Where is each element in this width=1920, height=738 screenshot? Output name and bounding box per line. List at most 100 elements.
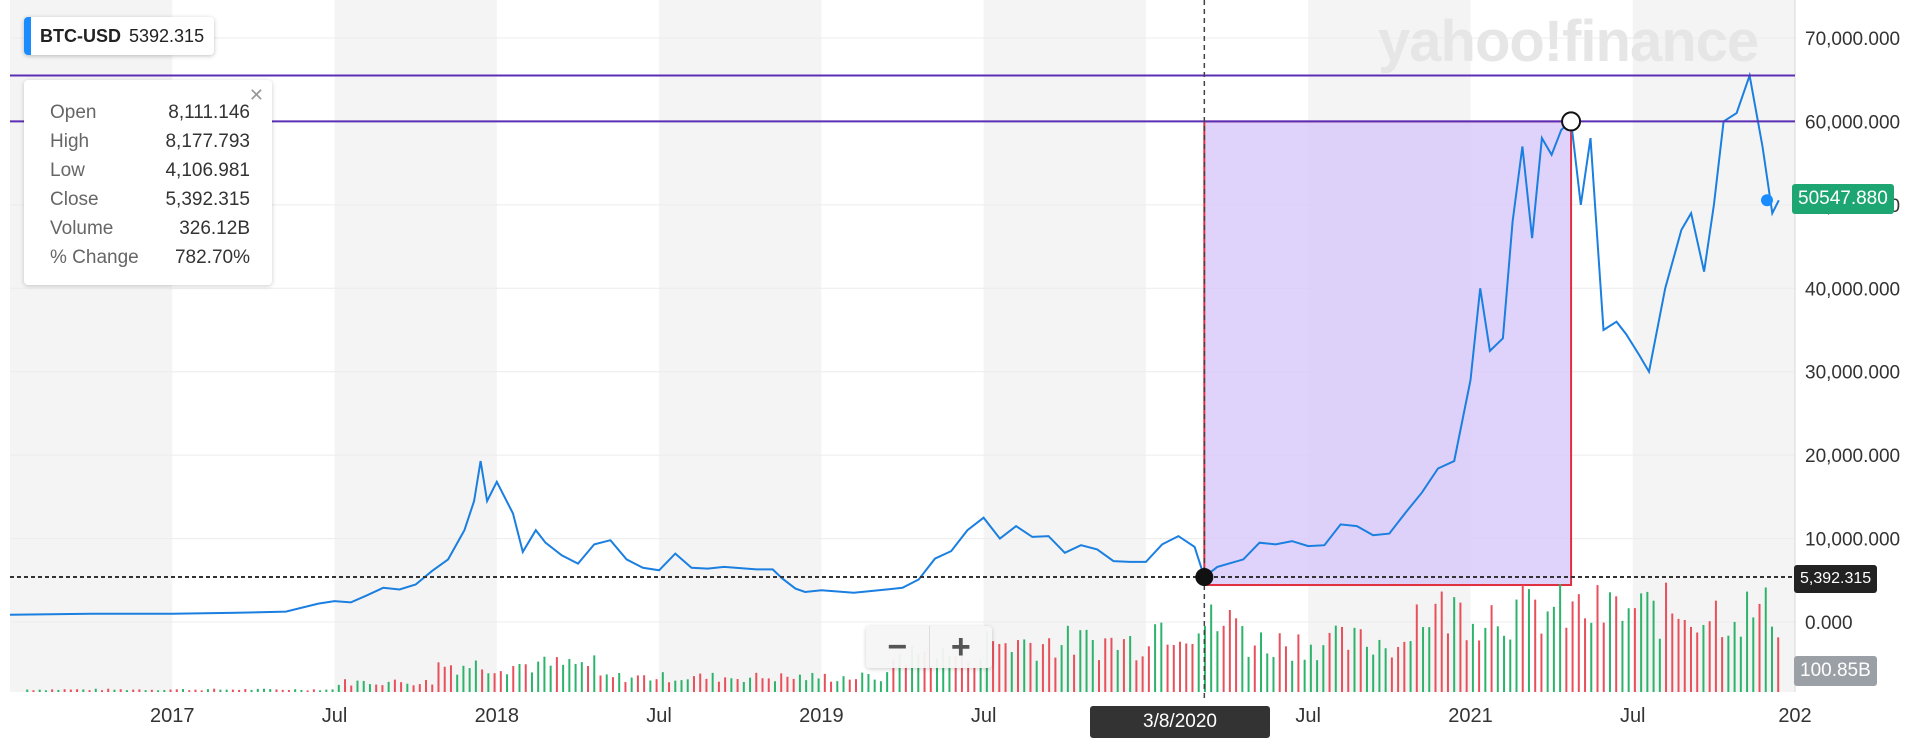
volume-bar: [1191, 643, 1194, 692]
volume-bar: [674, 680, 677, 692]
volume-bar: [830, 681, 833, 692]
volume-bar: [1646, 591, 1649, 692]
volume-bar: [325, 689, 328, 692]
volume-bar: [823, 673, 826, 692]
volume-bar: [175, 689, 178, 692]
volume-bar: [948, 656, 951, 692]
volume-bar: [680, 680, 683, 692]
volume-bar: [101, 690, 104, 692]
volume-bar: [300, 689, 303, 692]
volume-bar: [1770, 626, 1773, 692]
volume-bar: [911, 646, 914, 692]
volume-bar: [1166, 644, 1169, 692]
volume-bar: [1465, 640, 1468, 692]
volume-bar: [294, 689, 297, 692]
volume-bar: [1309, 644, 1312, 692]
close-icon[interactable]: ✕: [248, 85, 264, 105]
volume-bar: [1372, 654, 1375, 692]
volume-bar: [1023, 639, 1026, 692]
volume-bar: [63, 689, 66, 692]
volume-bar: [368, 684, 371, 692]
volume-bar: [555, 657, 558, 692]
volume-bar: [381, 685, 384, 692]
volume-bar: [749, 677, 752, 692]
volume-bar: [1154, 624, 1157, 692]
volume-bar: [873, 679, 876, 692]
volume-bar: [1365, 646, 1368, 692]
volume-bar: [512, 666, 515, 692]
volume-bar: [1777, 637, 1780, 692]
volume-bar: [1010, 651, 1013, 692]
volume-bar: [1490, 605, 1493, 692]
volume-bar: [643, 675, 646, 692]
ticker-badge[interactable]: BTC-USD 5392.315: [24, 17, 215, 55]
volume-bar: [1104, 638, 1107, 692]
volume-bar: [1291, 660, 1294, 692]
volume-bar: [817, 678, 820, 692]
volume-bar: [1260, 632, 1263, 692]
volume-bar: [1478, 640, 1481, 692]
volume-bar: [1559, 584, 1562, 692]
volume-bar: [1210, 604, 1213, 692]
zoom-out-button[interactable]: −: [866, 626, 930, 668]
volume-bar: [1577, 594, 1580, 692]
volume-bar: [119, 689, 122, 692]
volume-bar: [562, 664, 565, 692]
volume-bar: [281, 689, 284, 692]
volume-bar: [1284, 646, 1287, 692]
volume-bar: [356, 680, 359, 692]
volume-bar: [692, 676, 695, 692]
ohlc-row-high: High 8,177.793: [50, 131, 250, 152]
volume-bar: [636, 675, 639, 692]
volume-bar: [1409, 641, 1412, 692]
ohlc-row-close: Close 5,392.315: [50, 189, 250, 210]
volume-bar: [1764, 587, 1767, 692]
crosshair-date-label: 3/8/2020: [1090, 706, 1270, 738]
ohlc-row-volume: Volume 326.12B: [50, 218, 250, 239]
volume-bar: [468, 668, 471, 692]
volume-bar: [1129, 635, 1132, 692]
volume-bar: [1278, 633, 1281, 692]
volume-bar: [1665, 582, 1668, 692]
volume-bar: [1509, 639, 1512, 692]
volume-bar: [1122, 639, 1125, 692]
volume-bar: [854, 679, 857, 692]
volume-bar: [761, 678, 764, 692]
volume-bar: [1185, 643, 1188, 692]
volume-bar: [1378, 639, 1381, 692]
volume-bar: [1708, 621, 1711, 692]
volume-bar: [1758, 603, 1761, 692]
volume-bar: [686, 679, 689, 692]
zoom-control: − +: [866, 626, 992, 668]
volume-bar: [32, 690, 35, 692]
volume-bar: [618, 673, 621, 692]
volume-bar: [1216, 631, 1219, 692]
volume-bar: [992, 641, 995, 692]
volume-bar: [412, 685, 415, 692]
volume-bar: [836, 681, 839, 692]
volume-bar: [474, 660, 477, 692]
volume-bar: [1571, 601, 1574, 692]
volume-bar: [518, 664, 521, 692]
measure-range-box: [1203, 120, 1573, 587]
volume-bar: [499, 671, 502, 692]
volume-bar: [960, 644, 963, 692]
volume-bar: [1471, 623, 1474, 692]
measure-start-marker: [1195, 568, 1214, 587]
ticker-symbol: BTC-USD: [40, 25, 121, 46]
volume-bar: [1434, 603, 1437, 692]
volume-bar: [1297, 634, 1300, 692]
background-band: [983, 0, 1146, 692]
volume-bar: [973, 667, 976, 692]
volume-bar: [1484, 627, 1487, 692]
volume-bar: [1702, 624, 1705, 692]
volume-bar: [848, 679, 851, 692]
volume-bar: [1602, 622, 1605, 692]
zoom-in-button[interactable]: +: [950, 627, 971, 666]
volume-bar: [649, 680, 652, 692]
volume-bar: [418, 684, 421, 692]
volume-bar: [1608, 592, 1611, 692]
volume-bar: [655, 679, 658, 692]
x-tick-label: 2018: [475, 705, 520, 727]
